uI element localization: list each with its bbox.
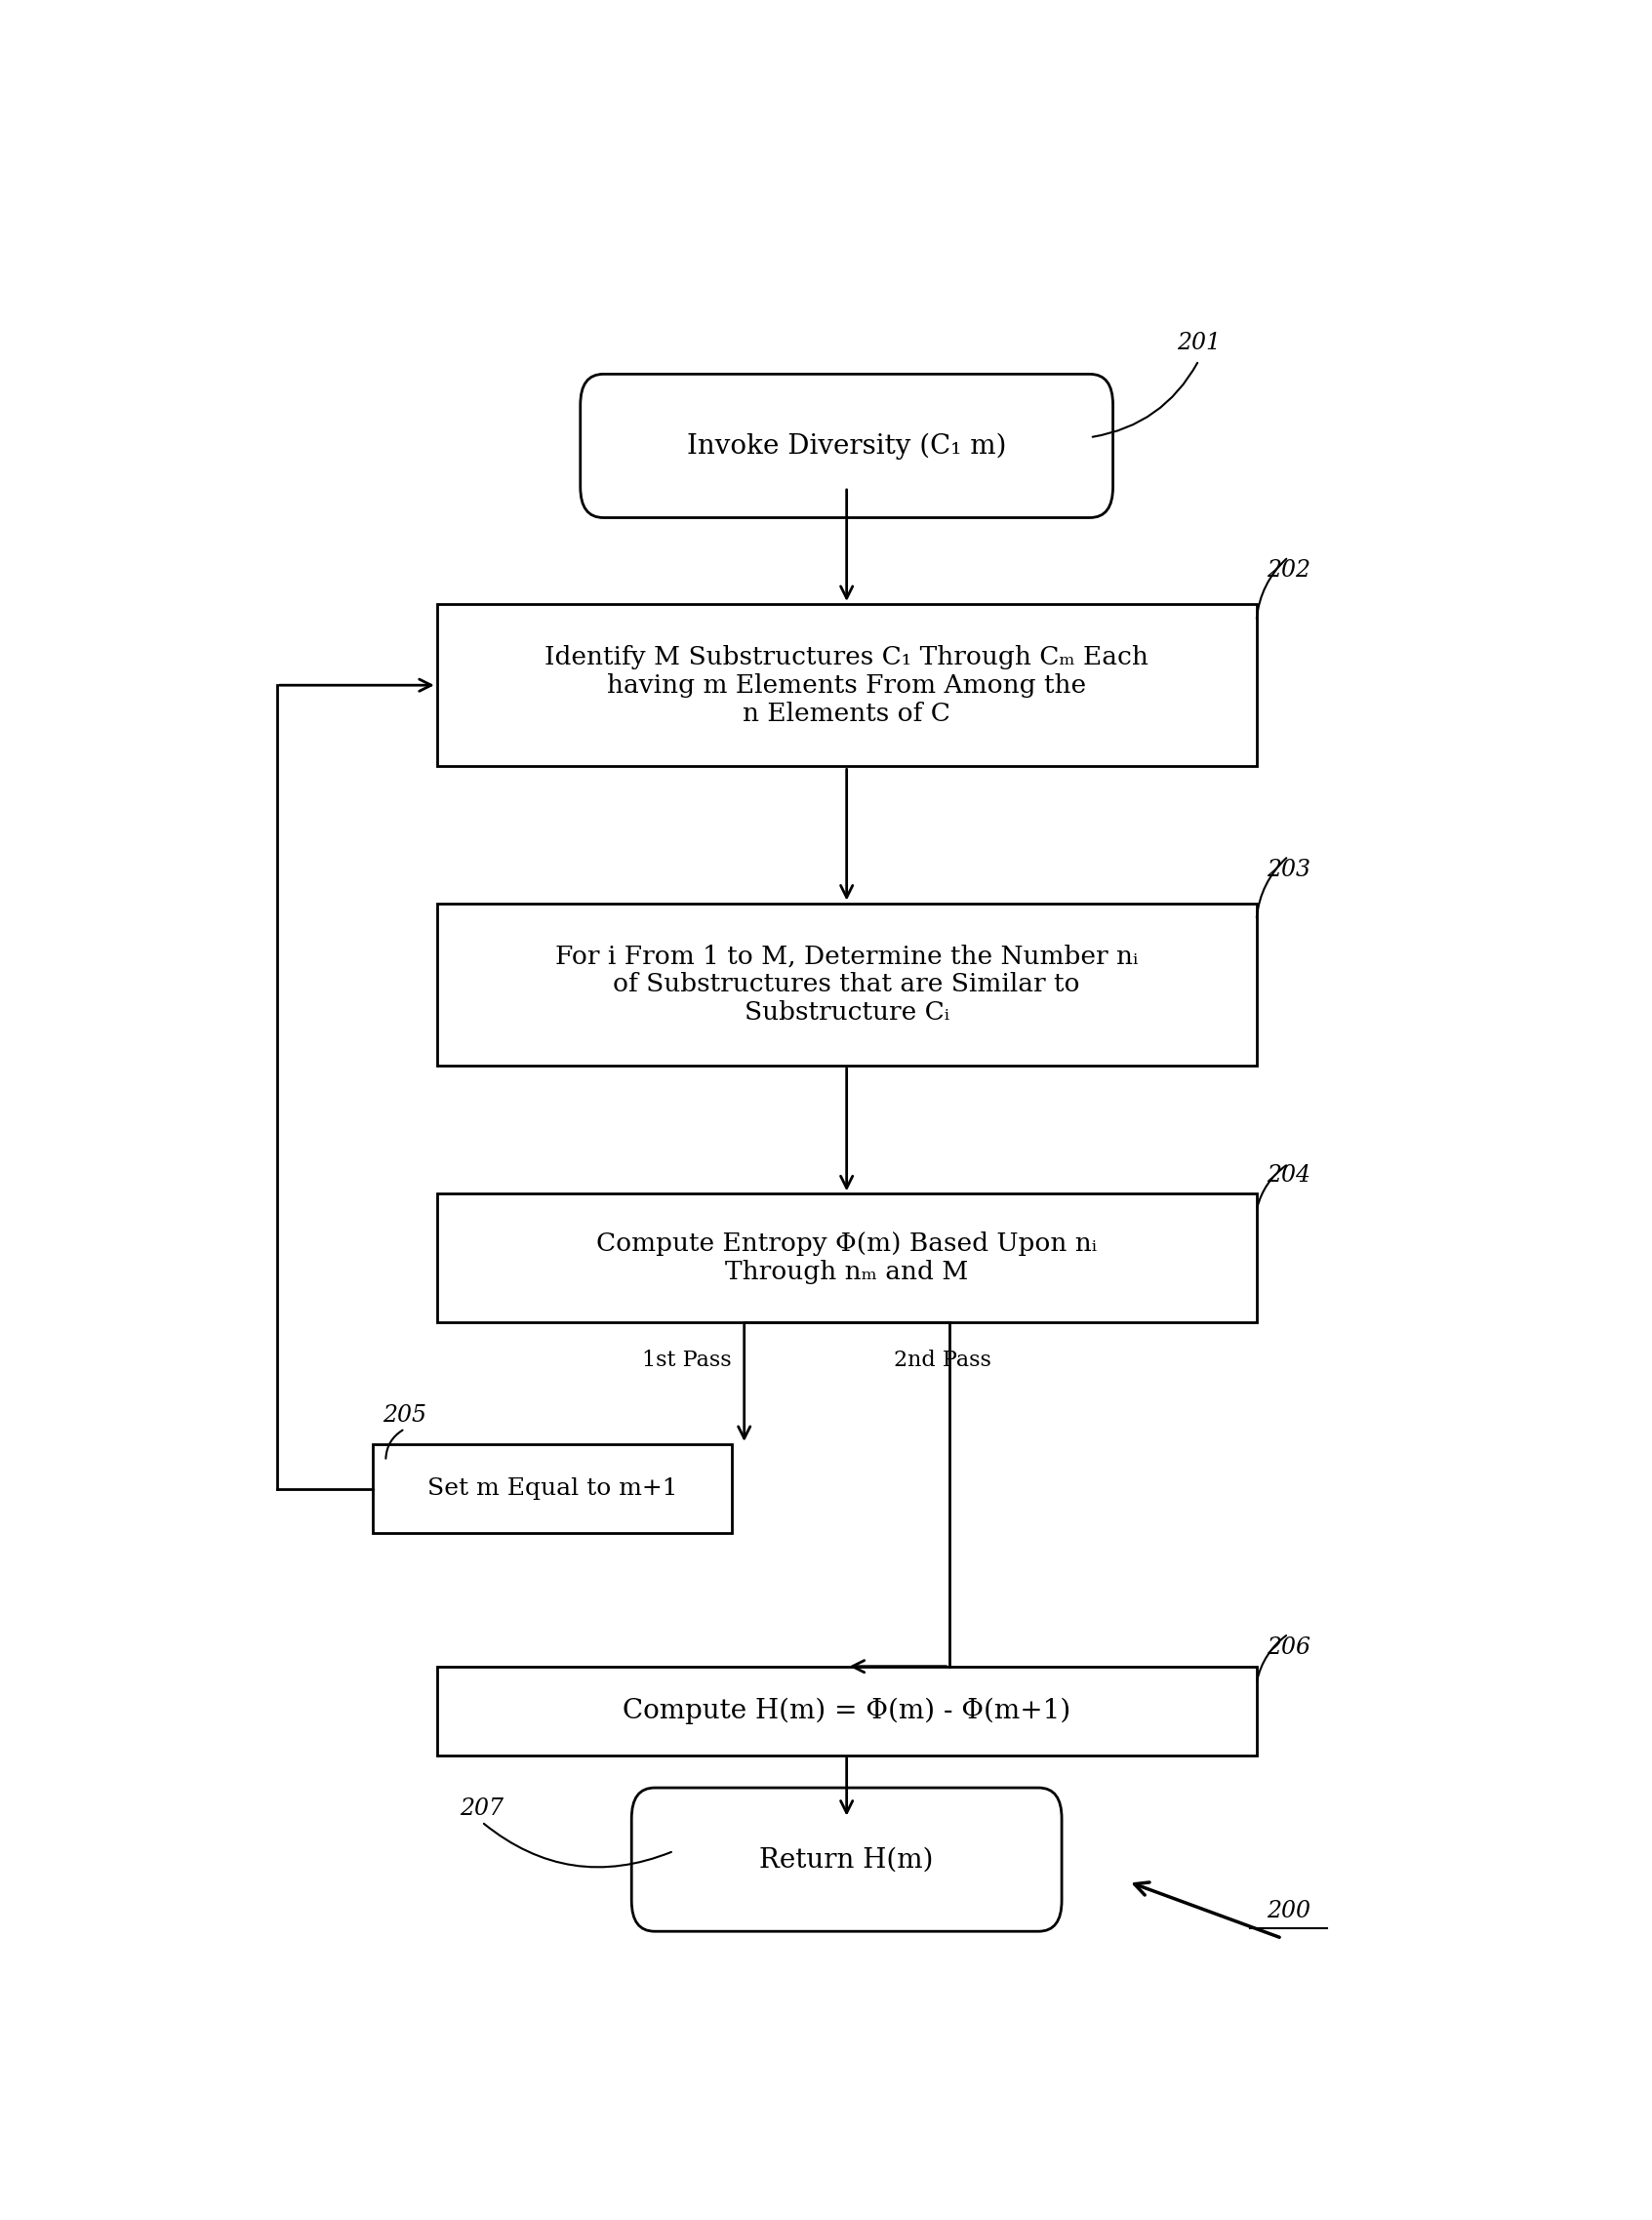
Bar (436, 1667, 1257, 1756)
Text: 206: 206 (1267, 1636, 1310, 1658)
Text: 1st Pass: 1st Pass (643, 1350, 732, 1372)
Text: Compute H(m) = Φ(m) - Φ(m+1): Compute H(m) = Φ(m) - Φ(m+1) (623, 1698, 1070, 1725)
Text: 200: 200 (1267, 1900, 1310, 1923)
Text: 207: 207 (459, 1796, 504, 1820)
Text: Set m Equal to m+1: Set m Equal to m+1 (426, 1476, 677, 1501)
Bar (436, 1194, 1257, 1321)
Text: Invoke Diversity (C₁ m): Invoke Diversity (C₁ m) (687, 433, 1006, 460)
Text: 202: 202 (1267, 559, 1310, 582)
Text: Compute Entropy Φ(m) Based Upon nᵢ
Through nₘ and M: Compute Entropy Φ(m) Based Upon nᵢ Throu… (596, 1232, 1097, 1283)
Text: 204: 204 (1267, 1166, 1310, 1188)
Bar (436, 904, 1257, 1066)
Text: 205: 205 (383, 1403, 426, 1425)
FancyBboxPatch shape (580, 375, 1113, 517)
FancyBboxPatch shape (631, 1787, 1062, 1931)
Text: 203: 203 (1267, 859, 1310, 881)
Text: 201: 201 (1176, 333, 1221, 355)
Text: For i From 1 to M, Determine the Number nᵢ
of Substructures that are Similar to
: For i From 1 to M, Determine the Number … (555, 944, 1138, 1026)
Text: Return H(m): Return H(m) (760, 1847, 933, 1874)
Bar (436, 604, 1257, 766)
Bar (373, 1445, 732, 1534)
Text: Identify M Substructures C₁ Through Cₘ Each
having m Elements From Among the
n E: Identify M Substructures C₁ Through Cₘ E… (545, 644, 1148, 726)
Text: 2nd Pass: 2nd Pass (894, 1350, 991, 1372)
